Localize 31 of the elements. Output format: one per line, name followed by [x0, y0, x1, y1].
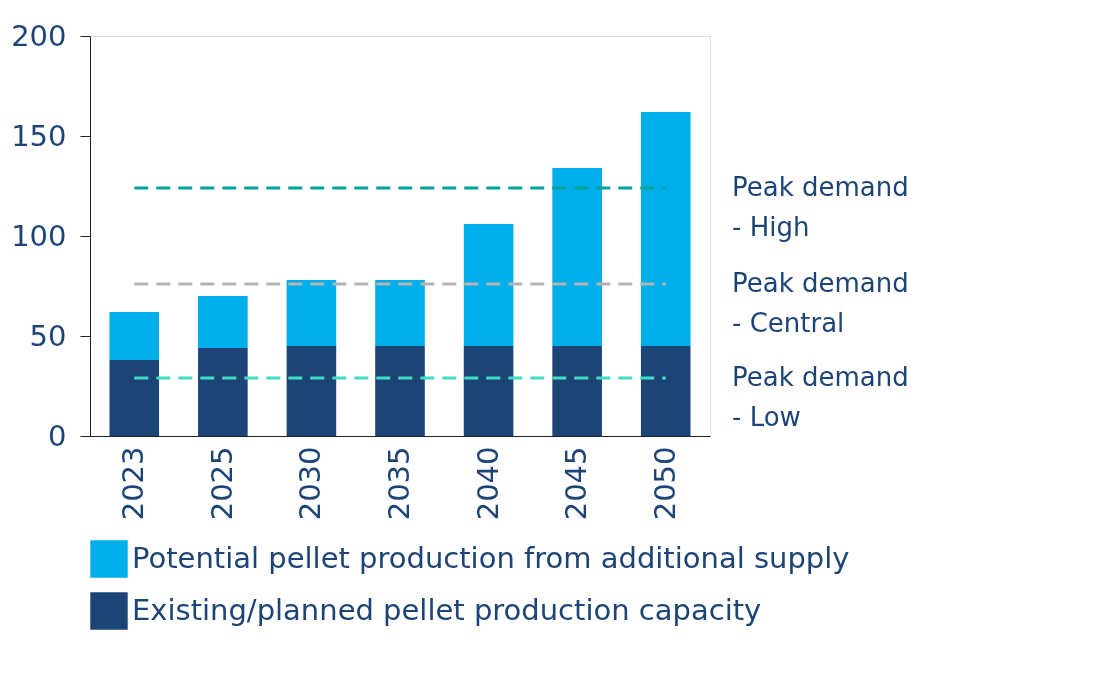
- bar: [109, 360, 160, 436]
- bar: [463, 224, 514, 346]
- bar: [552, 346, 602, 436]
- bar: [640, 112, 691, 346]
- legend-label: Existing/planned pellet production capacity: [132, 593, 762, 627]
- legend-label: Potential pellet production from additional supply: [132, 541, 850, 575]
- x-tick-label: 2025: [204, 446, 239, 521]
- bar: [375, 346, 425, 436]
- bar: [552, 168, 602, 346]
- x-tick-label: 2045: [559, 446, 594, 521]
- bar: [463, 346, 514, 436]
- x-tick-label: 2040: [470, 446, 505, 521]
- y-tick-label: 100: [11, 218, 67, 253]
- x-tick-label: 2023: [116, 446, 151, 521]
- bar: [198, 348, 248, 436]
- bar: [640, 346, 691, 436]
- bar: [109, 312, 160, 360]
- bar: [198, 296, 248, 348]
- ref-line-label: Peak demand - Low: [732, 362, 909, 432]
- x-tick-label: 2030: [293, 446, 328, 521]
- y-tick-label: 0: [48, 418, 67, 453]
- ref-line-label: Peak demand - High: [732, 172, 909, 242]
- bar: [375, 280, 425, 346]
- ref-line-label: Peak demand - Central: [732, 268, 909, 338]
- bar: [286, 280, 337, 346]
- y-tick-label: 200: [11, 18, 67, 53]
- x-tick-label: 2035: [382, 446, 416, 521]
- x-tick-label: 2050: [647, 446, 682, 521]
- y-tick-label: 150: [11, 118, 67, 153]
- bar: [286, 346, 337, 436]
- y-tick-label: 50: [29, 318, 67, 353]
